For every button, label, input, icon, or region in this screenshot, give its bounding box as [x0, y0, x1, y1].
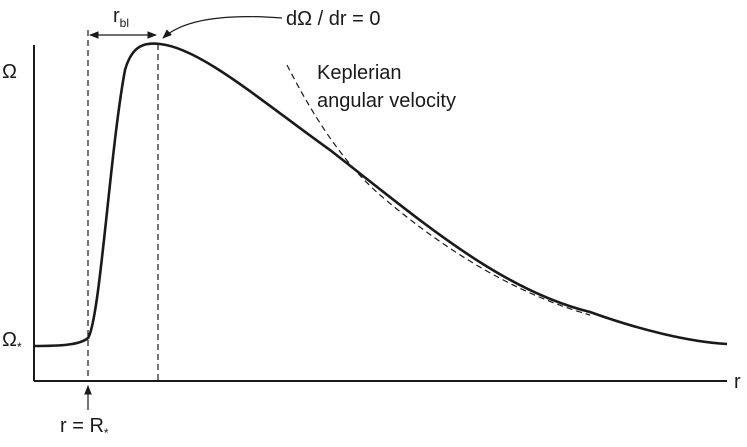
- keplerian-label: Keplerian: [317, 62, 402, 84]
- y-axis-label: Ω: [2, 61, 17, 83]
- label-sub: *: [104, 426, 109, 440]
- x-axis-label: r: [734, 371, 741, 393]
- peak-condition-label: dΩ / dr = 0: [286, 8, 380, 30]
- label-main: r: [113, 5, 120, 27]
- label-main: Ω: [2, 329, 17, 351]
- peak-arrow: [162, 16, 283, 39]
- boundary-layer-label: rbl: [113, 5, 129, 30]
- omega-star-label: Ω*: [2, 329, 22, 354]
- label-main: r = R: [60, 415, 104, 437]
- stellar-radius-label: r = R*: [60, 415, 109, 440]
- keplerian-curve: [286, 64, 591, 316]
- label-sub: *: [17, 340, 22, 354]
- rotation-curve: [33, 42, 728, 348]
- label-sub: bl: [120, 16, 129, 30]
- keplerian-label: angular velocity: [317, 90, 456, 112]
